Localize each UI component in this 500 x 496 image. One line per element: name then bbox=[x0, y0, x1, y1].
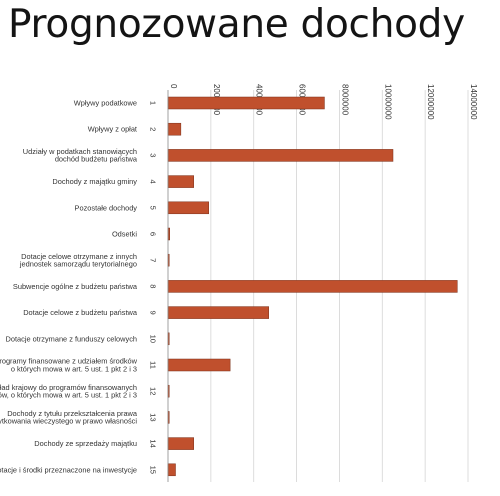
bar bbox=[167, 96, 325, 110]
category-index: 7 bbox=[149, 258, 158, 262]
category-label: tacje na programy finansowane z udziałem… bbox=[0, 357, 138, 366]
category-index: 8 bbox=[149, 284, 158, 288]
category-label: Subwencje ogólne z budżetu państwa bbox=[13, 282, 138, 291]
category-label: em środków, o których mowa w art. 5 ust.… bbox=[0, 391, 137, 400]
x-tick-label: 8000000 bbox=[340, 84, 349, 116]
x-tick-label: 12000000 bbox=[426, 84, 435, 120]
category-label: Dotacje i środki przeznaczone na inwesty… bbox=[0, 465, 137, 474]
bar bbox=[167, 149, 394, 162]
category-label: Udziały w podatkach stanowiących bbox=[23, 147, 137, 156]
category-index: 13 bbox=[149, 413, 158, 421]
category-index: 4 bbox=[149, 179, 158, 183]
category-index: 15 bbox=[149, 466, 158, 474]
bar bbox=[167, 306, 269, 319]
x-tick-label: 0 bbox=[169, 84, 178, 89]
category-index: 1 bbox=[149, 101, 158, 105]
category-labels: Wpływy podatkowe Wpływy z opłat Udziały w … bbox=[0, 99, 138, 475]
category-index: 12 bbox=[149, 387, 158, 395]
category-label: Dotacje celowe otrzymane z innych bbox=[21, 252, 137, 261]
category-label: Wkład krajowy do programów finansowanych bbox=[0, 383, 137, 392]
category-label: Dochody z tytułu przekształcenia prawa bbox=[7, 409, 138, 418]
bar bbox=[167, 175, 194, 188]
category-index: 3 bbox=[149, 153, 158, 157]
bar bbox=[167, 122, 182, 136]
bar bbox=[167, 201, 209, 215]
category-index: 10 bbox=[149, 335, 158, 343]
category-label: Wpływy podatkowe bbox=[74, 99, 137, 108]
category-index: 5 bbox=[149, 206, 158, 210]
category-label: Pozostałe dochody bbox=[75, 203, 138, 212]
category-label: Wpływy z opłat bbox=[88, 125, 137, 134]
category-label: dochód budżetu państwa bbox=[55, 155, 138, 164]
category-label: jednostek samorządu terytorialnego bbox=[19, 260, 137, 269]
category-index: 14 bbox=[149, 439, 158, 447]
bar bbox=[167, 280, 458, 293]
bar bbox=[167, 463, 176, 477]
bars bbox=[167, 96, 458, 477]
category-label: Dotacje otrzymane z funduszy celowych bbox=[6, 334, 137, 343]
category-index: 6 bbox=[149, 232, 158, 236]
category-label: użytkowania wieczystego w prawo własnośc… bbox=[0, 417, 137, 426]
category-label: Dochody ze sprzedaży majątku bbox=[34, 439, 137, 448]
category-label: Dotacje celowe z budżetu państwa bbox=[23, 308, 138, 317]
x-tick-label: 10000000 bbox=[383, 84, 392, 120]
category-label: o których mowa w art. 5 ust. 1 pkt 2 i 3 bbox=[11, 364, 137, 373]
x-tick-label: 14000000 bbox=[469, 84, 478, 120]
bar bbox=[167, 358, 231, 372]
category-index: 2 bbox=[149, 127, 158, 131]
category-label: Odsetki bbox=[112, 230, 137, 239]
category-index: 9 bbox=[149, 310, 158, 314]
category-label: Dochody z majątku gminy bbox=[52, 177, 137, 186]
bar bbox=[167, 437, 194, 450]
chart-title: Prognozowane dochody bbox=[8, 2, 465, 47]
category-index: 11 bbox=[149, 361, 158, 369]
